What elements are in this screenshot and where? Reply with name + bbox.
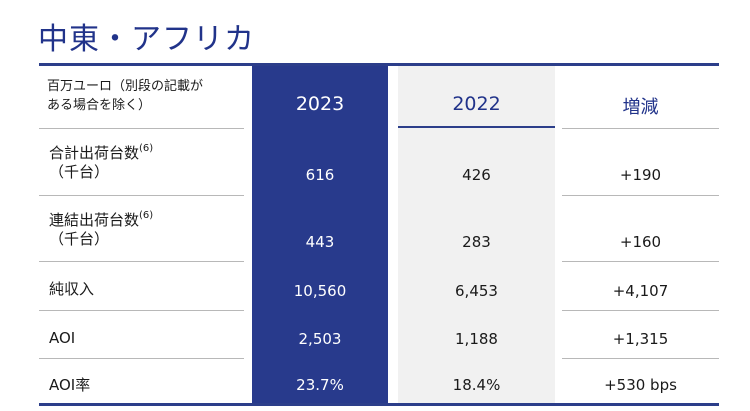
- cell-2023: 23.7%: [296, 376, 344, 394]
- row-divider: [39, 261, 244, 262]
- cell-2023: 443: [305, 233, 335, 251]
- cell-2022: 6,453: [455, 282, 498, 300]
- cell-2023: 10,560: [293, 282, 347, 300]
- row-divider: [39, 195, 244, 196]
- row-label-net-revenue: 純収入: [49, 280, 95, 298]
- row-divider: [562, 128, 719, 129]
- cell-2023: 616: [305, 166, 335, 184]
- unit-note: 百万ユーロ（別段の記載が ある場合を除く）: [47, 77, 252, 115]
- page-title: 中東・アフリカ: [38, 22, 255, 57]
- row-divider: [39, 358, 244, 359]
- cell-2022: 426: [462, 166, 491, 184]
- cell-change: +4,107: [612, 282, 669, 300]
- cell-2022: 283: [462, 233, 491, 251]
- row-divider: [39, 310, 244, 311]
- column-2022-shade: [398, 66, 555, 403]
- cell-2022: 1,188: [455, 330, 498, 348]
- column-header-2022: 2022: [452, 93, 501, 115]
- unit-note-line1: 百万ユーロ（別段の記載が: [47, 79, 204, 94]
- footnote-ref: (6): [139, 210, 154, 221]
- row-sublabel: （千台）: [49, 230, 110, 248]
- footnote-ref: (6): [139, 143, 154, 154]
- table-top-rule: [39, 63, 719, 66]
- row-divider: [562, 261, 719, 262]
- cell-change: +1,315: [612, 330, 669, 348]
- row-label-total-shipments: 合計出荷台数(6): [49, 138, 153, 164]
- cell-change: +190: [619, 166, 662, 184]
- row-label-text: 連結出荷台数: [49, 211, 140, 229]
- row-sublabel: （千台）: [49, 163, 110, 181]
- table-bottom-rule: [39, 403, 719, 406]
- row-label-aoi-margin: AOI率: [49, 376, 91, 394]
- row-label-text: 合計出荷台数: [49, 144, 140, 162]
- row-divider: [39, 128, 244, 129]
- row-label-aoi: AOI: [49, 329, 76, 347]
- row-divider: [562, 358, 719, 359]
- row-divider: [562, 195, 719, 196]
- cell-change: +160: [619, 233, 662, 251]
- cell-2023: 2,503: [298, 330, 342, 348]
- column-header-change: 増減: [622, 97, 659, 118]
- row-divider: [562, 310, 719, 311]
- unit-note-line2: ある場合を除く）: [47, 98, 152, 113]
- row-label-consolidated-shipments: 連結出荷台数(6): [49, 205, 153, 231]
- column-2023-highlight: [252, 66, 388, 403]
- cell-2022: 18.4%: [452, 376, 501, 394]
- header-2022-underline: [398, 126, 555, 128]
- cell-change: +530 bps: [604, 376, 677, 394]
- column-header-2023: 2023: [295, 93, 345, 115]
